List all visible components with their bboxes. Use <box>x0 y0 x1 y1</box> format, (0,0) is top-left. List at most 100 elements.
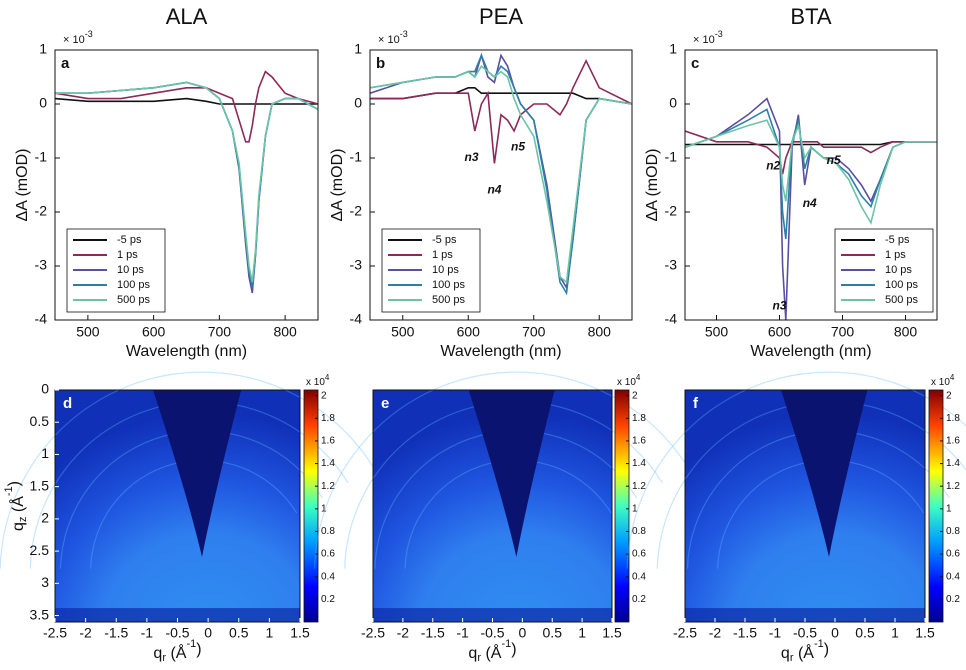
y-tick-label: 3.5 <box>30 606 50 622</box>
x-axis-label-part: ) <box>196 641 201 658</box>
y-tick-label: 1 <box>669 41 677 57</box>
chart-title: PEA <box>479 4 523 29</box>
chart-title: BTA <box>790 4 831 29</box>
y-axis-label-part: z <box>17 517 29 523</box>
x-axis-label: Wavelength (nm) <box>440 343 561 360</box>
x-tick-label: 800 <box>588 324 612 340</box>
x-axis-label-part: (Å <box>794 643 815 662</box>
scattering-ring <box>90 459 298 569</box>
series-line <box>685 119 937 225</box>
legend-label: 1 ps <box>885 249 906 261</box>
y-tick-label: 1 <box>354 41 362 57</box>
panel-label: b <box>376 55 385 72</box>
y-scale-label: × 10-3 <box>693 29 723 46</box>
x-axis-label: qr (Å-1) <box>468 638 516 664</box>
y-tick-label: -4 <box>665 311 678 327</box>
y-tick-label: 0 <box>669 95 677 111</box>
chart-title: ALA <box>166 4 208 29</box>
legend-label: 10 ps <box>117 264 144 276</box>
colorbar-tick-label: 1.6 <box>632 436 646 447</box>
colorbar-tick-label: 0.2 <box>632 594 646 605</box>
legend-label: 100 ps <box>117 279 151 291</box>
colorbar-tick-label: 1.8 <box>946 413 960 424</box>
colorbar-tick-label: 0.8 <box>632 526 646 537</box>
x-axis-label-part: q <box>468 645 477 662</box>
y-tick-label: 0 <box>354 95 362 111</box>
x-axis-label: qr (Å-1) <box>781 638 829 664</box>
y-tick-label: -3 <box>350 257 363 273</box>
series-line <box>55 81 318 283</box>
y-tick-label: 1 <box>39 41 47 57</box>
colorbar-scale-base: x 10 <box>617 377 636 388</box>
axes-frame <box>369 49 633 321</box>
legend-label: 100 ps <box>885 279 919 291</box>
scattering-ring <box>717 459 925 569</box>
colorbar-tick-label: 1.2 <box>321 481 335 492</box>
panel-label: c <box>691 55 699 72</box>
y-scale-exponent: -3 <box>400 29 408 39</box>
series-line <box>55 70 318 143</box>
colorbar-tick-label: 1 <box>946 503 952 514</box>
y-axis-label-part: q <box>10 522 27 531</box>
annotation: n5 <box>827 153 841 167</box>
x-tick-label: -2.5 <box>361 625 385 641</box>
y-tick-label: 0 <box>39 95 47 111</box>
scattering-ring <box>374 430 638 569</box>
y-scale-base: × 10 <box>63 34 85 46</box>
x-tick-label: -2.5 <box>673 625 697 641</box>
colorbar-tick-label: 1.4 <box>321 458 335 469</box>
x-tick-label: -0.5 <box>793 625 817 641</box>
annotation: n4 <box>803 196 817 210</box>
y-tick-label: 2 <box>41 510 49 526</box>
colorbar-tick-label: 1 <box>632 503 638 514</box>
shadow-wedge <box>468 390 555 558</box>
x-tick-label: 700 <box>208 324 232 340</box>
colorbar <box>303 389 319 623</box>
x-tick-label: 0.5 <box>229 625 249 641</box>
legend-label: -5 ps <box>432 234 457 246</box>
panel-label: f <box>693 395 699 412</box>
axes-frame <box>54 49 319 321</box>
series-line <box>370 87 632 105</box>
colorbar-tick-label: 0.4 <box>321 571 335 582</box>
x-axis-label-part: ) <box>511 641 516 658</box>
x-tick-label: -0.5 <box>480 625 504 641</box>
scattering-ring <box>29 400 349 569</box>
x-tick-label: -1 <box>456 625 469 641</box>
x-tick-label: -2 <box>709 625 722 641</box>
colorbar-tick-label: 0.2 <box>321 594 335 605</box>
colorbar-tick-label: 1 <box>321 503 327 514</box>
annotation: n2 <box>766 158 780 172</box>
y-axis-label-part: ) <box>6 481 23 486</box>
y-scale-exponent: -3 <box>715 29 723 39</box>
legend-label: 10 ps <box>885 264 912 276</box>
x-tick-label: 1 <box>891 625 899 641</box>
colorbar-tick-label: 1.2 <box>946 481 960 492</box>
x-tick-label: -2 <box>397 625 410 641</box>
colorbar-scale-exponent: 4 <box>636 373 641 382</box>
x-tick-label: 600 <box>457 324 481 340</box>
colorbar-tick-label: 0.2 <box>946 594 960 605</box>
colorbar-tick-label: 1.6 <box>321 436 335 447</box>
y-tick-label: 1.5 <box>30 477 50 493</box>
y-tick-label: -1 <box>350 149 363 165</box>
x-tick-label: 700 <box>831 324 855 340</box>
x-axis-label-part: (Å <box>166 643 187 662</box>
colorbar-tick-label: 0.4 <box>632 571 646 582</box>
x-tick-label: 600 <box>142 324 166 340</box>
panel-label: d <box>63 395 72 412</box>
x-tick-label: 1 <box>578 625 586 641</box>
y-tick-label: 3 <box>41 574 49 590</box>
x-tick-label: 0.5 <box>855 625 875 641</box>
y-tick-label: -1 <box>35 149 48 165</box>
x-tick-label: 600 <box>768 324 792 340</box>
y-axis-label: ΔA (mOD) <box>329 149 346 222</box>
y-tick-label: -4 <box>35 311 48 327</box>
scattering-ring <box>0 371 375 569</box>
x-tick-label: -2.5 <box>43 625 67 641</box>
legend-label: 500 ps <box>432 294 466 306</box>
colorbar-tick-label: 1.8 <box>632 413 646 424</box>
colorbar-tick-label: 1.6 <box>946 436 960 447</box>
series-line <box>370 64 632 284</box>
y-axis-label-part: (Å <box>8 496 27 517</box>
